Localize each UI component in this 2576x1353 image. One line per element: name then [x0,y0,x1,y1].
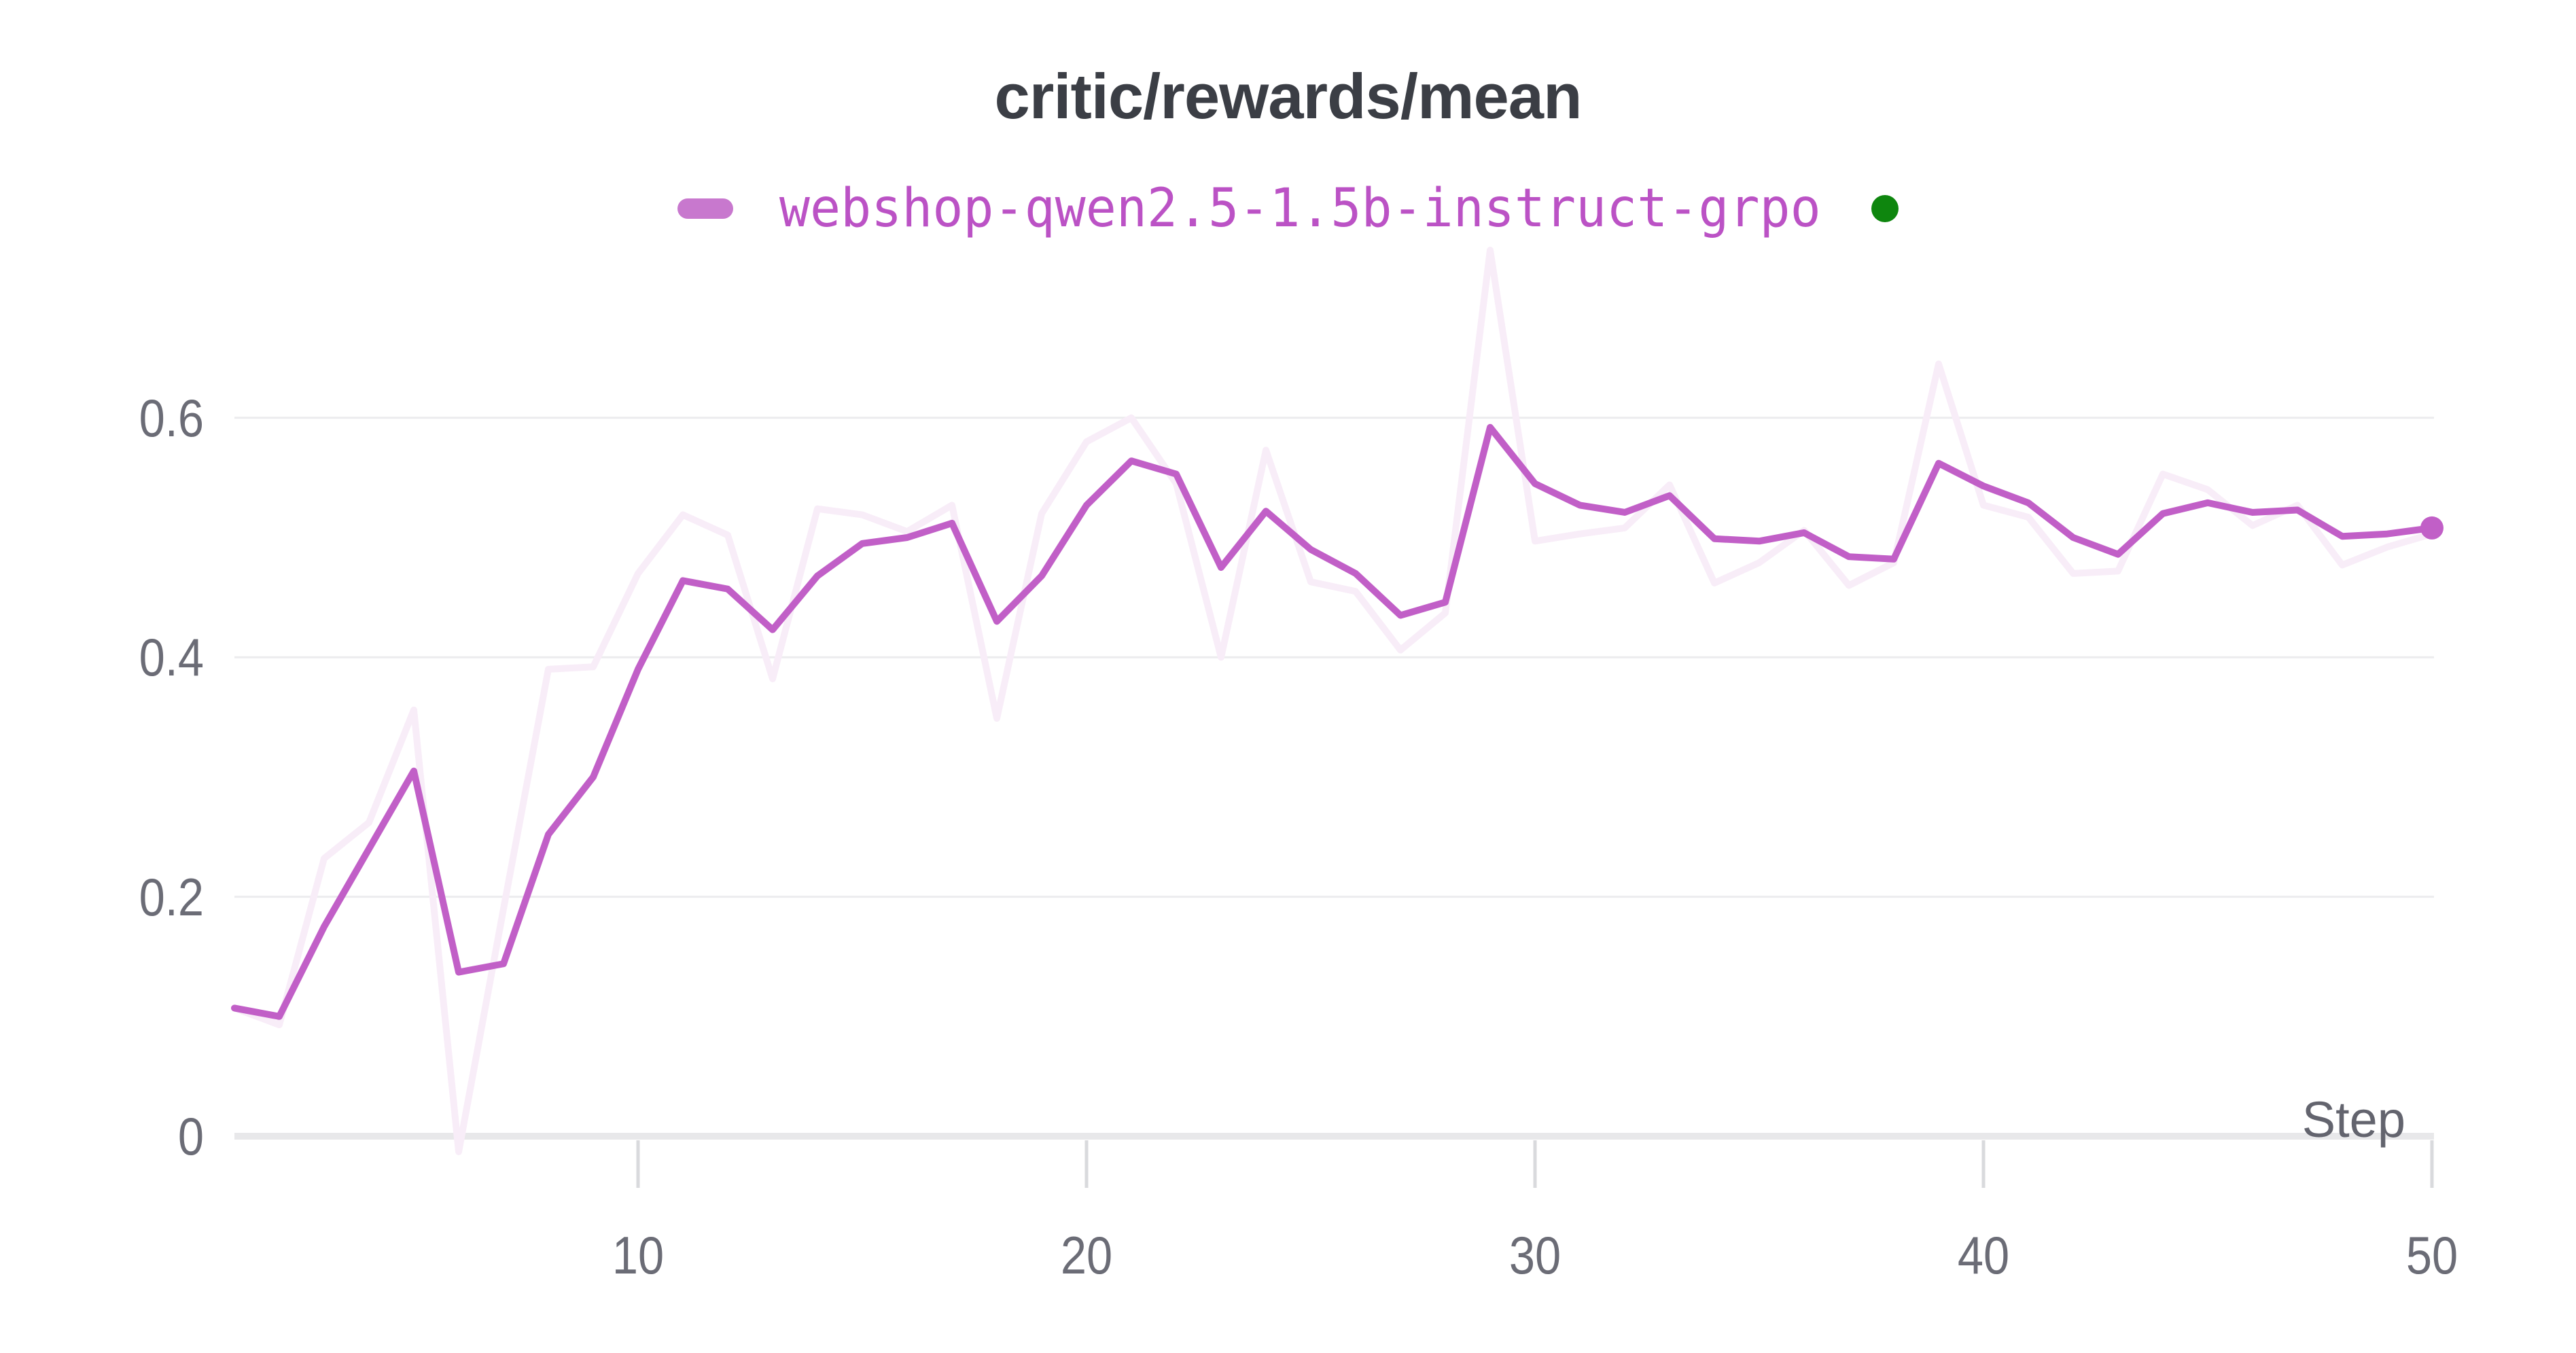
x-tick-label: 30 [1508,1225,1562,1285]
x-tick-label: 40 [1957,1225,2010,1285]
chart-title: critic/rewards/mean [994,60,1583,132]
run-status-dot-icon [1871,195,1899,222]
x-axis-title: Step [2301,1091,2405,1148]
x-tick-label: 50 [2405,1225,2458,1285]
series-line-raw [231,247,2435,1155]
legend-item-run[interactable]: webshop-qwen2.5-1.5b-instruct-grpo [0,171,2576,246]
y-tick-label: 0.6 [139,387,204,448]
y-tick-label: 0.4 [139,627,204,688]
y-tick-label: 0 [177,1106,204,1166]
y-tick-label: 0.2 [139,866,204,927]
legend-line-swatch-icon [677,198,734,219]
legend-run-name: webshop-qwen2.5-1.5b-instruct-grpo [779,178,1821,239]
series-line-smoothed [231,423,2435,1020]
latest-point-marker [2420,516,2443,540]
x-tick-label: 20 [1060,1225,1113,1285]
x-tick-label: 10 [612,1225,665,1285]
